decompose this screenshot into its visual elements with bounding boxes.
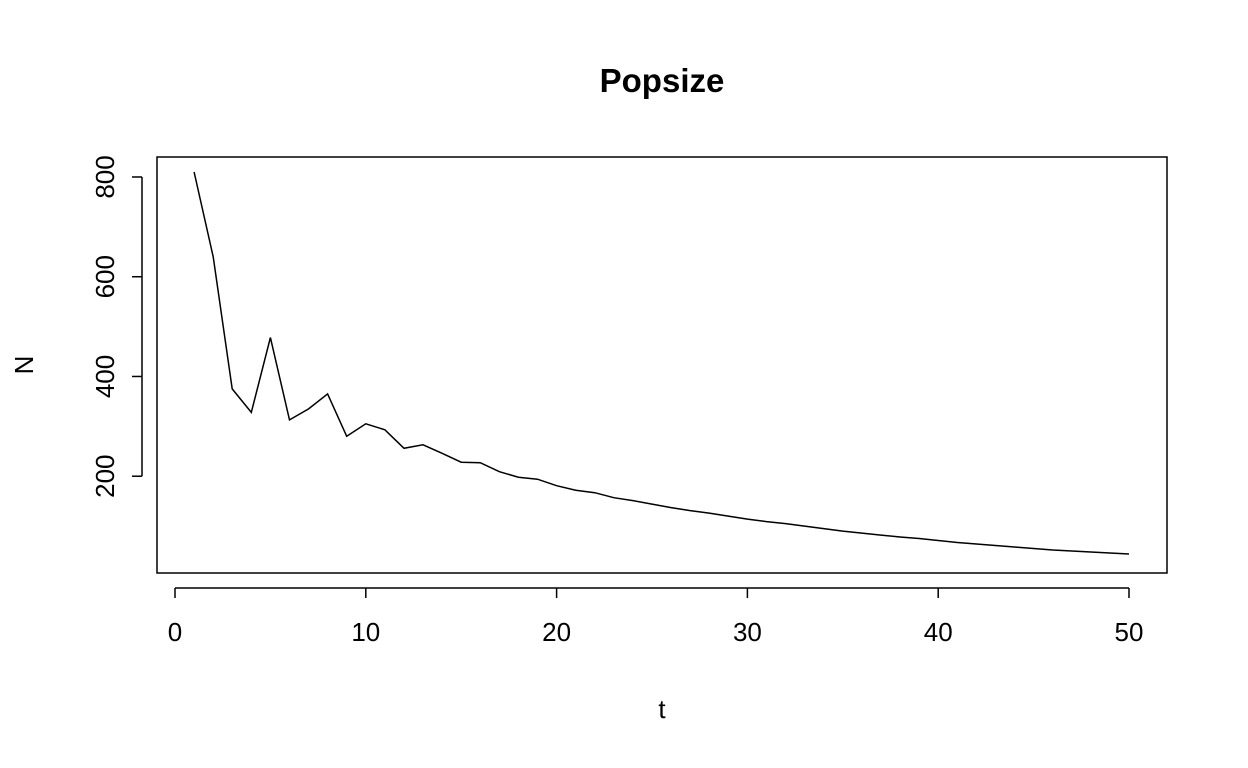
x-axis: 0 10 20 30 40 50 [168,587,1144,647]
x-tick-label: 30 [733,617,762,647]
series-layer [193,171,1130,555]
x-tick-label: 20 [542,617,571,647]
x-tick-label: 40 [924,617,953,647]
x-tick-label: 10 [351,617,380,647]
y-tick-label: 400 [90,355,120,398]
series-line [193,171,1130,555]
x-axis-label: t [658,694,666,724]
y-axis-label: N [9,356,39,375]
x-tick-label: 0 [168,617,182,647]
y-tick-label: 800 [90,155,120,198]
y-tick-label: 600 [90,255,120,298]
chart-title: Popsize [600,62,725,99]
y-tick-label: 200 [90,455,120,498]
plot-frame [156,156,1168,574]
y-axis: 200 400 600 800 [90,155,143,498]
x-tick-label: 50 [1115,617,1144,647]
